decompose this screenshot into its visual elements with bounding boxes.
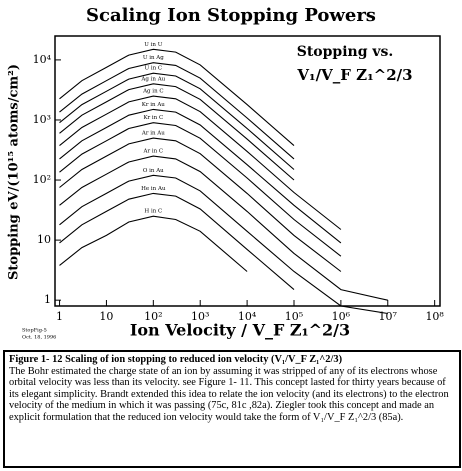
series-line [59,137,342,272]
annotation: Stopping vs. [297,44,394,60]
series-line [59,48,295,147]
series-label: He in Au [141,186,166,192]
series-line [59,192,295,291]
y-tick-label: 10² [33,173,51,186]
series-label: Ar in C [143,149,164,155]
y-axis-label: Stopping eV/(10¹⁵ atoms/cm²) [7,64,22,280]
series-label: Kr in C [143,115,163,121]
footnote: Oct. 18, 1996 [22,335,56,341]
footnote: StopFig-5 [22,328,47,334]
caption-title: Figure 1- 12 Scaling of ion stopping to … [9,354,343,365]
chart-title: Scaling Ion Stopping Powers [86,5,376,26]
series-line [59,83,295,181]
series-line [59,62,295,160]
x-tick-label: 10⁸ [425,310,444,323]
series-line [59,95,342,230]
x-tick-label: 10³ [191,310,209,323]
series-line [59,108,342,244]
x-tick-label: 1 [56,310,63,323]
series-line [59,174,388,315]
series-label: O in Au [143,168,164,174]
series-line [59,72,295,170]
series-line [59,215,248,272]
y-tick-label: 10 [37,233,51,246]
chart: Scaling Ion Stopping Powers Stopping vs.… [7,5,445,341]
annotation: V₁/V_F Z₁^2/3 [296,66,412,84]
x-tick-label: 10 [99,310,113,323]
series-label: Ag in Au [140,76,165,82]
series-line [59,122,342,257]
series-line [59,155,388,301]
series-label: H in C [144,209,162,215]
x-tick-label: 10² [144,310,162,323]
series-label: U in C [144,66,162,72]
y-tick-label: 10⁴ [33,53,52,66]
x-tick-label: 10⁵ [285,310,303,323]
series-label: Ar in Au [141,131,165,137]
series-label: U in Ag [143,55,164,61]
caption-body: The Bohr estimated the charge state of a… [9,365,449,423]
series-label: Ag in C [142,89,164,95]
y-tick-label: 1 [44,293,51,306]
x-tick-label: 10⁴ [238,310,257,323]
caption: Figure 1- 12 Scaling of ion stopping to … [3,350,461,468]
y-tick-label: 10³ [33,113,51,126]
series-label: Kr in Au [142,102,166,108]
x-tick-label: 10⁶ [332,310,351,323]
series-label: U in U [144,42,162,48]
x-axis-label: Ion Velocity / V_F Z₁^2/3 [130,321,350,340]
